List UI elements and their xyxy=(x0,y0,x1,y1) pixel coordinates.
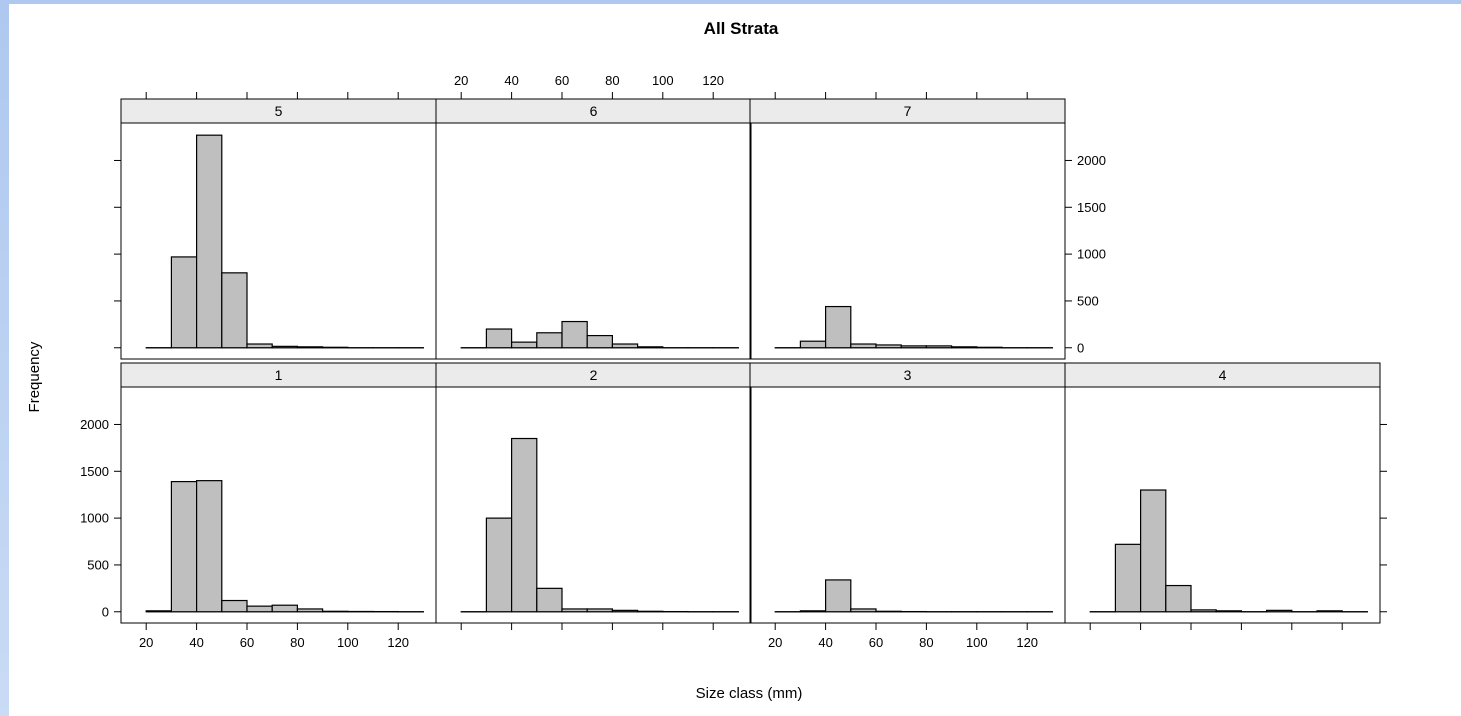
y-tick-label-bottom-left-500: 500 xyxy=(87,557,109,572)
panel-box-6 xyxy=(435,122,752,360)
bar-panel3-bin50 xyxy=(850,608,877,613)
x-tick-label-col1-80: 80 xyxy=(605,73,619,88)
y-axis-label: Frequency xyxy=(26,341,43,412)
bar-panel5-bin60 xyxy=(246,343,273,349)
x-tick-label-col0-60: 60 xyxy=(240,635,254,650)
panel-strip-label-3: 3 xyxy=(904,367,912,383)
panel-box-3 xyxy=(749,386,1066,624)
y-tick-label-top-right-500: 500 xyxy=(1077,293,1099,308)
panel-strip-label-1: 1 xyxy=(275,367,283,383)
y-tick-label-bottom-left-1000: 1000 xyxy=(80,511,109,526)
bar-panel7-bin40 xyxy=(824,305,852,349)
panel-strip-1 xyxy=(120,362,437,388)
x-tick-label-col1-60: 60 xyxy=(555,73,569,88)
panel-strip-7 xyxy=(749,98,1066,124)
bar-panel5-bin80 xyxy=(296,346,324,349)
y-tick-label-top-right-1000: 1000 xyxy=(1077,247,1106,262)
bar-panel4-bin40 xyxy=(1139,489,1167,613)
bar-panel1-bin80 xyxy=(296,608,324,613)
x-tick-label-col2-80: 80 xyxy=(919,635,933,650)
bar-panel6-bin30 xyxy=(485,328,513,349)
panel-group: 1 2 3 4 5 6 7 20 40 60 80 100 120 20 40 60 80 100 120 20 40 6… xyxy=(80,73,1387,650)
bar-panel5-bin40 xyxy=(196,134,223,349)
bar-panel2-bin30 xyxy=(485,517,513,613)
bar-panel7-bin50 xyxy=(850,343,877,349)
bar-panel6-bin90 xyxy=(636,346,664,349)
panel-strip-2 xyxy=(435,362,752,388)
panel-box-2 xyxy=(435,386,752,624)
histogram-chart: All Strata Size class (mm) Frequency 1 2 3… xyxy=(26,19,1387,702)
bar-panel4-bin70 xyxy=(1215,610,1242,613)
x-tick-label-col0-120: 120 xyxy=(387,635,409,650)
x-tick-label-col2-100: 100 xyxy=(966,635,988,650)
bar-panel7-bin60 xyxy=(875,344,902,349)
panel-box-7 xyxy=(749,122,1066,360)
bar-panel4-bin110 xyxy=(1316,610,1343,613)
panel-strip-3 xyxy=(749,362,1066,388)
x-tick-label-col1-40: 40 xyxy=(504,73,518,88)
panel-strip-label-5: 5 xyxy=(275,103,283,119)
panel-box-4 xyxy=(1064,386,1381,624)
panel-strip-label-4: 4 xyxy=(1219,367,1227,383)
bar-panel6-bin60 xyxy=(561,320,588,349)
y-tick-label-bottom-left-0: 0 xyxy=(102,604,109,619)
bar-panel2-bin70 xyxy=(586,608,614,613)
bar-panel7-bin30 xyxy=(799,340,827,349)
plot-canvas: All Strata Size class (mm) Frequency 1 2 3… xyxy=(9,4,1461,716)
bar-panel6-bin40 xyxy=(511,341,538,349)
bar-panel1-bin50 xyxy=(221,599,248,613)
y-tick-label-bottom-left-1500: 1500 xyxy=(80,464,109,479)
x-axis-label: Size class (mm) xyxy=(696,685,803,702)
x-tick-label-col1-120: 120 xyxy=(702,73,724,88)
bar-panel1-bin60 xyxy=(246,605,273,613)
y-tick-label-bottom-left-2000: 2000 xyxy=(80,417,109,432)
bar-panel3-bin30 xyxy=(799,610,827,613)
y-tick-label-top-right-1500: 1500 xyxy=(1077,200,1106,215)
x-tick-label-col0-40: 40 xyxy=(189,635,203,650)
bar-panel2-bin40 xyxy=(511,437,538,613)
bar-panel1-bin20 xyxy=(145,610,172,613)
bar-panel3-bin40 xyxy=(824,579,852,613)
bar-panel4-bin60 xyxy=(1190,609,1217,613)
bar-panel1-bin70 xyxy=(271,604,299,613)
x-tick-label-col2-60: 60 xyxy=(869,635,883,650)
chart-title: All Strata xyxy=(704,19,779,38)
bar-panel4-bin90 xyxy=(1265,609,1293,613)
x-tick-label-col1-100: 100 xyxy=(652,73,674,88)
x-tick-label-col0-100: 100 xyxy=(337,635,359,650)
x-tick-label-col0-20: 20 xyxy=(139,635,153,650)
bar-panel6-bin50 xyxy=(536,332,563,349)
y-tick-label-top-right-2000: 2000 xyxy=(1077,153,1106,168)
panel-strip-label-2: 2 xyxy=(590,367,598,383)
bar-panel6-bin70 xyxy=(586,334,614,349)
bar-panel1-bin40 xyxy=(196,480,223,613)
bar-panel2-bin60 xyxy=(561,608,588,613)
x-tick-label-col2-120: 120 xyxy=(1016,635,1038,650)
x-tick-label-col1-20: 20 xyxy=(454,73,468,88)
panel-strip-label-7: 7 xyxy=(904,103,912,119)
x-tick-label-col0-80: 80 xyxy=(290,635,304,650)
y-tick-label-top-right-0: 0 xyxy=(1077,340,1084,355)
panel-box-5 xyxy=(120,122,437,360)
bar-panel7-bin90 xyxy=(950,346,978,349)
bar-panel4-bin50 xyxy=(1165,584,1192,613)
bar-panel7-bin80 xyxy=(925,345,953,349)
bar-panel7-bin70 xyxy=(900,345,928,349)
bar-panel2-bin50 xyxy=(536,587,563,613)
x-tick-label-col2-20: 20 xyxy=(768,635,782,650)
bar-panel5-bin30 xyxy=(170,256,198,349)
bar-panel6-bin80 xyxy=(611,343,639,349)
panel-box-1 xyxy=(120,386,437,624)
bar-panel5-bin70 xyxy=(271,345,299,349)
bar-panel2-bin80 xyxy=(611,609,639,613)
bar-panel4-bin30 xyxy=(1114,543,1142,613)
bar-panel1-bin30 xyxy=(170,480,198,613)
panel-strip-label-6: 6 xyxy=(590,103,598,119)
bar-panel5-bin50 xyxy=(221,272,248,349)
x-tick-label-col2-40: 40 xyxy=(818,635,832,650)
